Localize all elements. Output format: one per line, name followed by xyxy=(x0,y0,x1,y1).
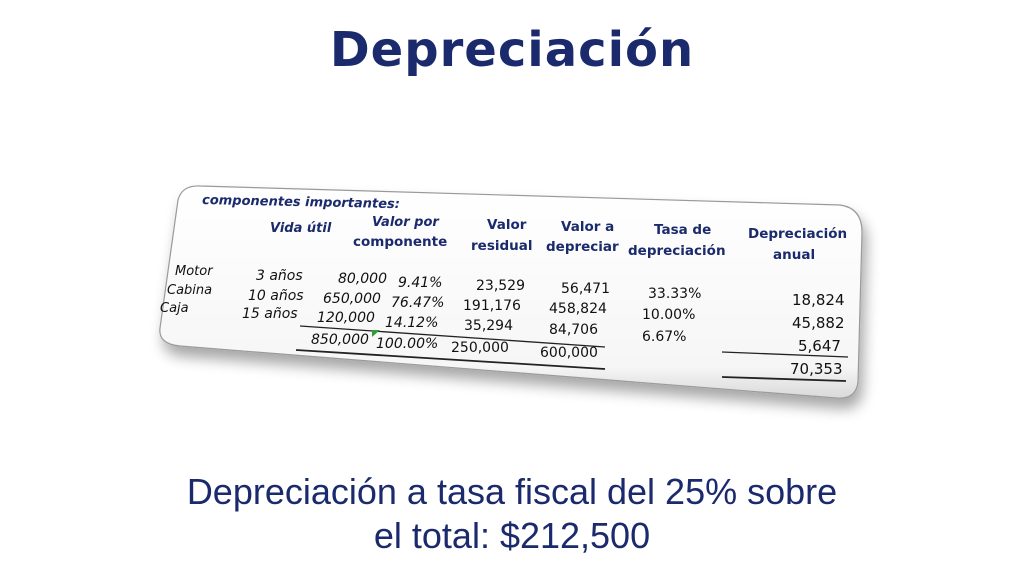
cell-residual: 23,529 xyxy=(476,278,525,294)
total-depreciar: 600,000 xyxy=(540,345,598,361)
table-row: Cabina 10 años 650,000 76.47% 191,176 45… xyxy=(167,283,845,332)
subtitle-line-1: Depreciación a tasa fiscal del 25% sobre xyxy=(186,471,838,512)
header-tasa-1: Tasa de xyxy=(654,222,711,238)
row-label: Motor xyxy=(175,264,214,279)
cell-valor: 120,000 xyxy=(317,310,375,326)
total-anual: 70,353 xyxy=(790,360,843,378)
cell-depreciar: 84,706 xyxy=(549,322,598,338)
card-background xyxy=(159,185,863,399)
header-vida-util: Vida útil xyxy=(270,221,332,236)
cell-vida: 10 años xyxy=(248,288,304,304)
header-dep-anual-2: anual xyxy=(773,247,815,263)
cell-pct: 9.41% xyxy=(398,275,442,291)
header-valor-res-1: Valor xyxy=(487,217,527,233)
section-label: componentes importantes: xyxy=(202,193,400,212)
header-tasa-2: depreciación xyxy=(628,243,726,259)
cell-anual: 5,647 xyxy=(798,337,841,355)
total-rule xyxy=(295,349,606,370)
totals-row: 850,000 100.00% 250,000 600,000 70,353 xyxy=(311,332,843,378)
table-row: Caja 15 años 120,000 14.12% 35,294 84,70… xyxy=(160,301,841,355)
cell-tasa: 33.33% xyxy=(648,286,701,302)
row-label: Cabina xyxy=(167,283,212,298)
header-dep-anual-1: Depreciación xyxy=(748,226,847,242)
cell-depreciar: 56,471 xyxy=(561,281,610,297)
header-valor-dep-2: depreciar xyxy=(546,239,619,255)
cell-vida: 15 años xyxy=(242,306,298,322)
subtitle-line-2: el total: $212,500 xyxy=(373,515,651,556)
cell-marker-triangle xyxy=(372,330,380,337)
header-valor-por-2: componente xyxy=(353,234,447,250)
total-valor: 850,000 xyxy=(311,332,369,348)
header-valor-res-2: residual xyxy=(471,238,533,254)
cell-tasa: 6.67% xyxy=(642,329,686,345)
cell-anual: 18,824 xyxy=(792,291,845,309)
cell-tasa: 10.00% xyxy=(642,307,695,323)
cell-depreciar: 458,824 xyxy=(549,301,607,317)
total-residual: 250,000 xyxy=(451,340,509,356)
cell-vida: 3 años xyxy=(256,268,303,284)
subtotal-rule xyxy=(299,325,606,348)
slide-title: Depreciación xyxy=(329,22,695,78)
total-pct: 100.00% xyxy=(376,336,438,352)
cell-residual: 35,294 xyxy=(464,318,513,334)
cell-pct: 14.12% xyxy=(385,315,438,331)
table-row: Motor 3 años 80,000 9.41% 23,529 56,471 … xyxy=(175,264,845,309)
total-rule-right xyxy=(721,376,847,382)
slide-subtitle: Depreciación a tasa fiscal del 25% sobre… xyxy=(0,470,1024,558)
cell-anual: 45,882 xyxy=(792,314,845,332)
header-valor-dep-1: Valor a xyxy=(561,219,614,235)
row-label: Caja xyxy=(160,301,189,316)
cell-valor: 650,000 xyxy=(323,291,381,307)
cell-residual: 191,176 xyxy=(463,298,521,314)
header-valor-por-1: Valor por xyxy=(372,215,440,230)
cell-valor: 80,000 xyxy=(338,271,387,287)
cell-pct: 76.47% xyxy=(391,295,444,311)
subtotal-rule-right xyxy=(721,351,849,358)
